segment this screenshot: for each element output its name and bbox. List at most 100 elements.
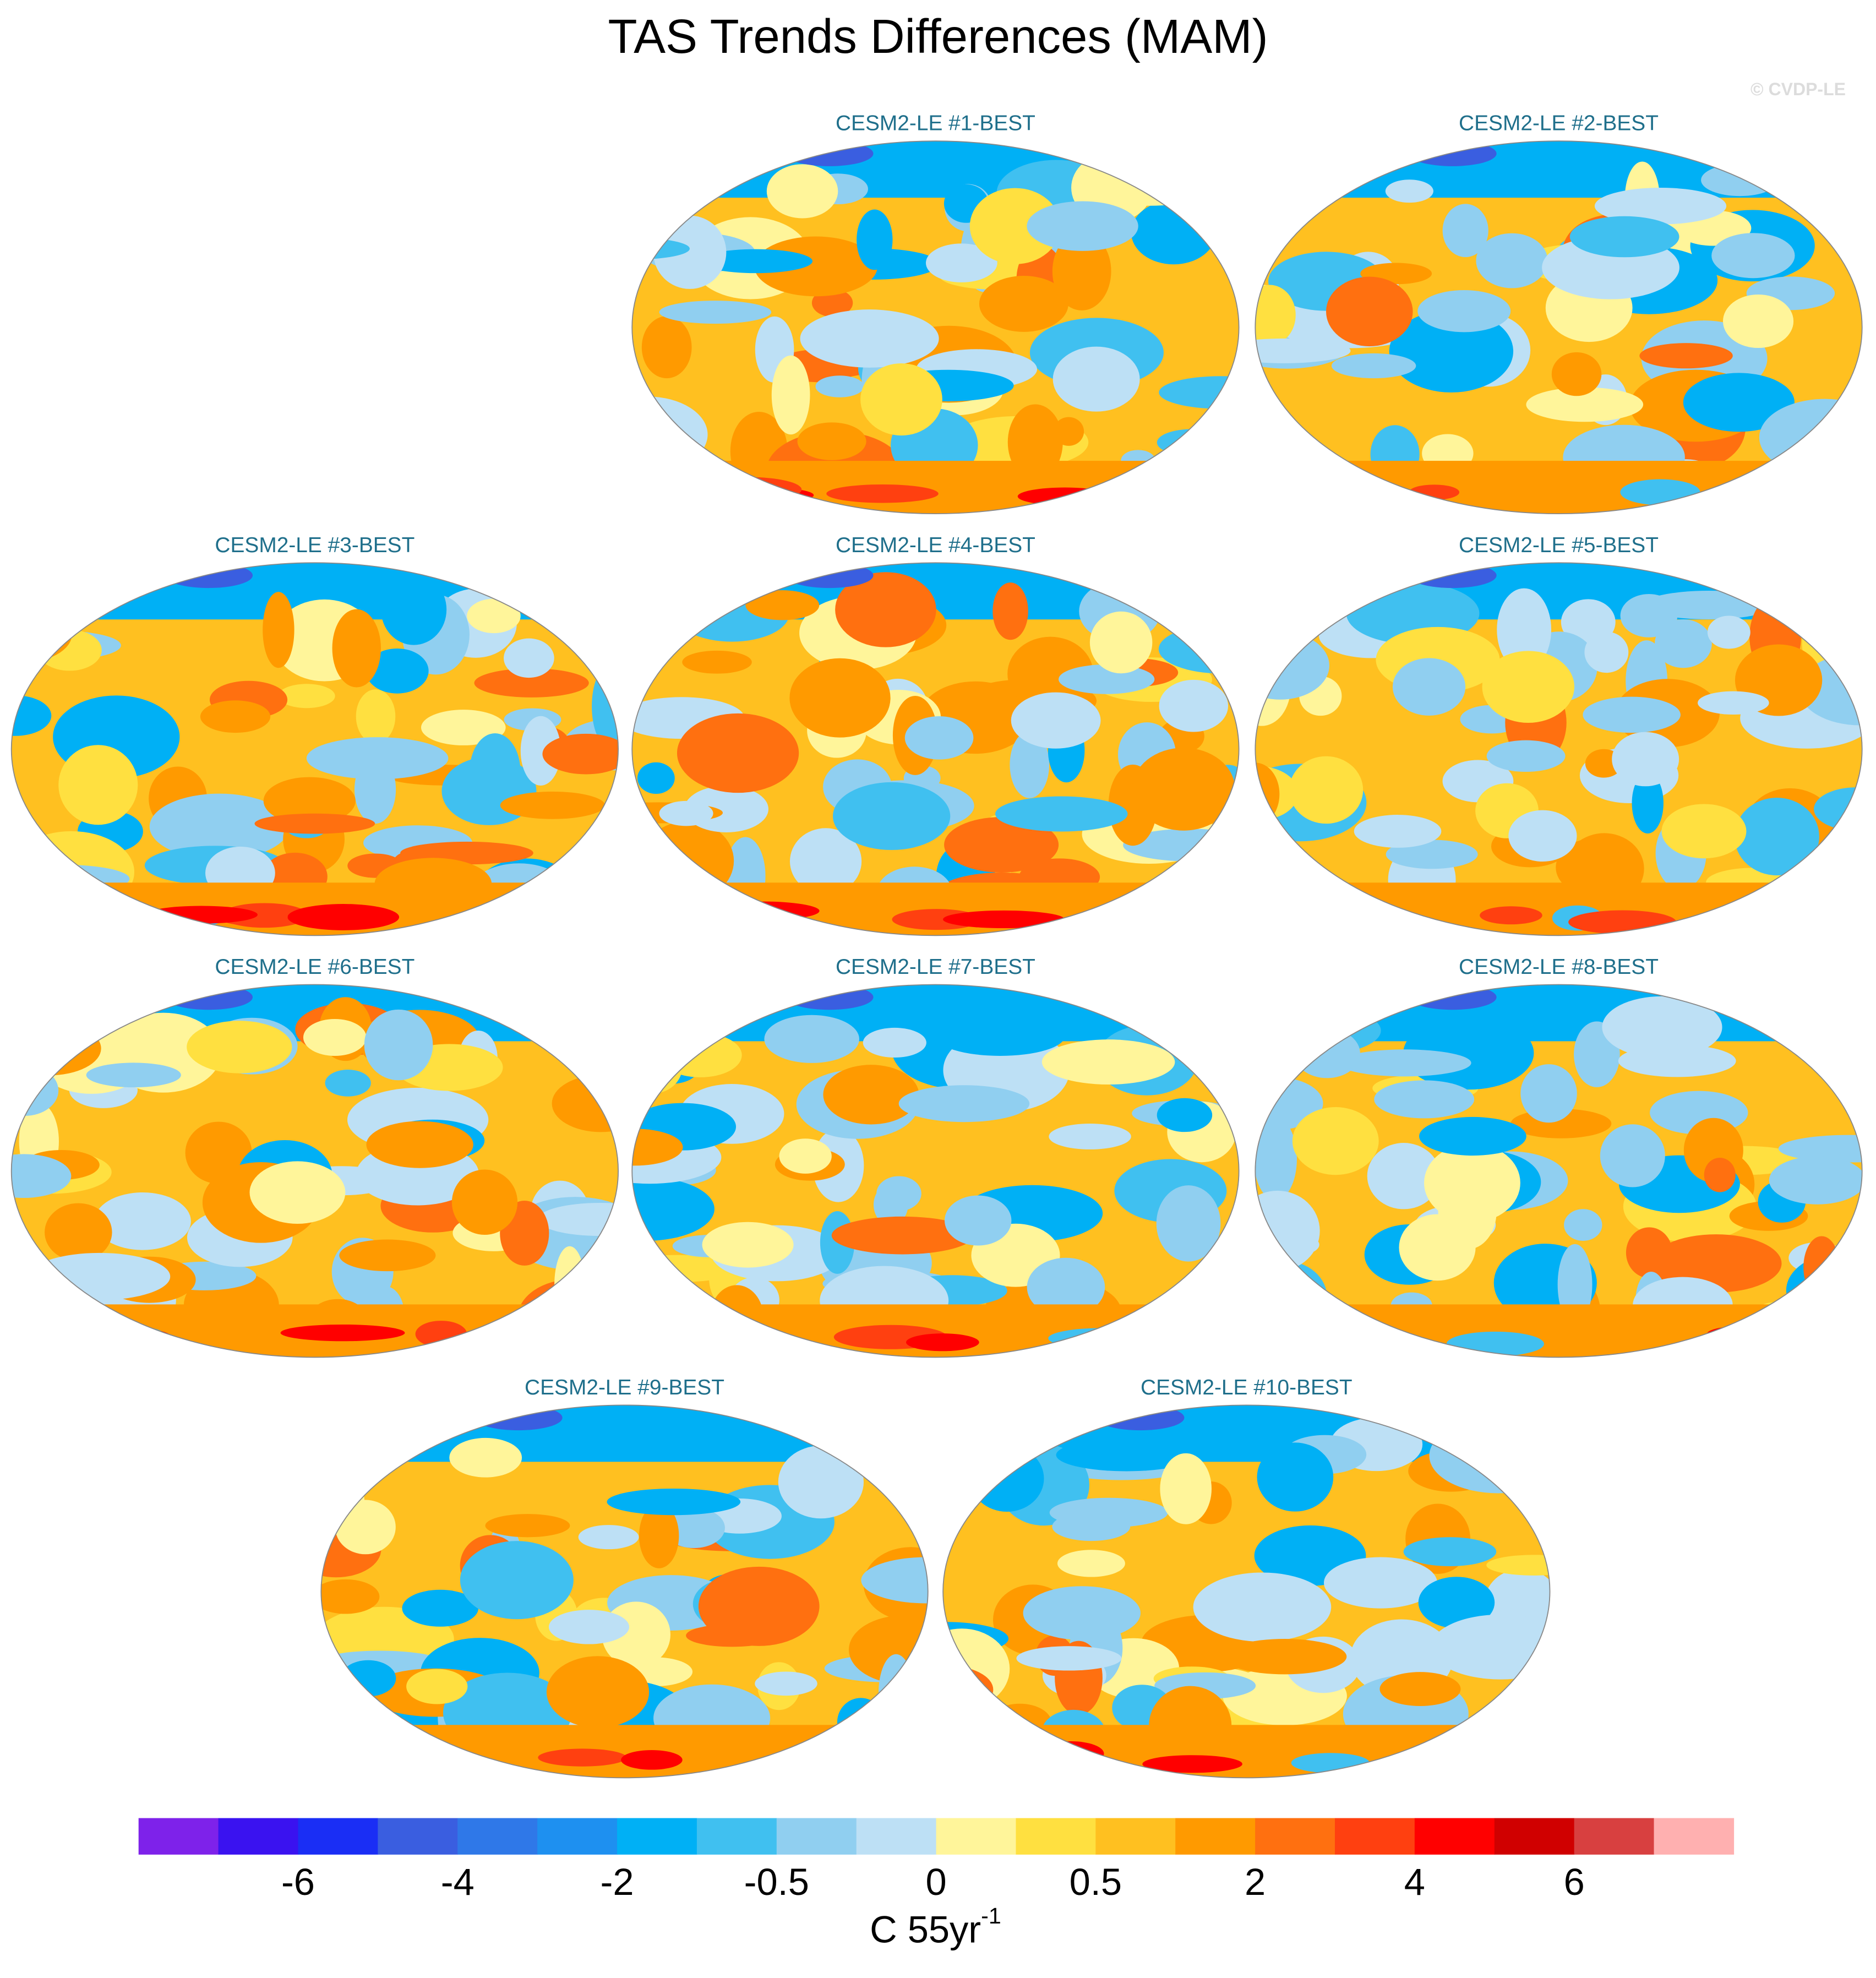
colorbar-tick-label: -0.5: [744, 1861, 809, 1903]
antarctic-band: [943, 1725, 1550, 1778]
map-blob: [1338, 1049, 1471, 1077]
map-blob: [779, 1138, 832, 1174]
map-blob: [451, 1169, 518, 1235]
map-blob: [632, 238, 690, 260]
antarctic-blob: [1089, 1328, 1160, 1345]
map-blob: [1792, 430, 1862, 486]
arctic-blob: [1408, 563, 1497, 589]
map-blob: [1023, 1586, 1141, 1640]
map-blob: [1257, 596, 1328, 642]
map-blob: [1602, 996, 1722, 1059]
antarctic-blob: [943, 910, 1065, 929]
map-blob: [321, 1426, 354, 1479]
antarctic-blob: [621, 1750, 683, 1770]
units-exponent: -1: [981, 1903, 1001, 1928]
map-blob: [520, 716, 561, 786]
map-blob: [1551, 352, 1602, 396]
arctic-band: [321, 1405, 928, 1462]
map-blob: [1158, 624, 1239, 674]
map-blob: [1429, 1418, 1550, 1494]
map-blob: [339, 1239, 436, 1272]
map-blob: [1782, 441, 1862, 499]
map-blob: [1186, 844, 1226, 901]
map-blob: [935, 1016, 1065, 1056]
antarctic-blob: [1568, 910, 1677, 934]
map-blob: [381, 574, 447, 645]
colorbar-tick-label: 4: [1404, 1861, 1425, 1903]
map-blob: [1385, 179, 1433, 203]
map-blob: [677, 713, 799, 793]
colorbar-tick-label: 2: [1245, 1861, 1266, 1903]
panel-title: CESM2-LE #3-BEST: [215, 533, 415, 557]
map-blob: [86, 1062, 181, 1088]
map-blob: [1131, 200, 1217, 265]
map-blob: [1056, 1438, 1197, 1472]
map-blob: [548, 1610, 630, 1644]
map-blob: [1089, 611, 1153, 674]
map-blob: [832, 782, 951, 851]
antarctic-blob: [1768, 1326, 1862, 1348]
map-blob: [1722, 294, 1794, 348]
map-blob: [1600, 1124, 1665, 1187]
colorbar-box: [1654, 1818, 1735, 1855]
arctic-blob: [474, 1405, 563, 1431]
units-base: C 55yr: [870, 1909, 981, 1951]
antarctic-blob: [1781, 902, 1837, 920]
antarctic-blob: [884, 1754, 928, 1775]
map-blob: [1389, 309, 1514, 393]
map-blob: [578, 1525, 639, 1550]
map-blob: [659, 800, 713, 826]
map-blob: [546, 1656, 650, 1728]
map-blob: [860, 363, 942, 436]
map-blob: [1079, 170, 1218, 206]
map-blob: [1016, 1646, 1122, 1671]
map-blob: [485, 1514, 570, 1538]
map-blob: [988, 1703, 1052, 1742]
map-blob: [1354, 815, 1442, 848]
map-blob: [552, 1075, 619, 1132]
map-blob: [1011, 692, 1101, 749]
map-blob: [1486, 740, 1566, 772]
map-blob: [149, 793, 290, 860]
map-blob: [1159, 679, 1229, 732]
map-blob: [699, 249, 813, 274]
map-blob: [1052, 346, 1140, 412]
map-blob: [1618, 1044, 1736, 1077]
map-blob: [632, 396, 708, 473]
map-blob: [1292, 1107, 1379, 1175]
map-blob: [504, 638, 554, 678]
colorbar-box: [138, 1818, 219, 1855]
map-blob: [632, 1177, 715, 1241]
map-blob: [470, 733, 521, 809]
map-blob: [771, 355, 810, 435]
map-blob: [303, 1018, 367, 1056]
map-blob: [1157, 429, 1228, 456]
antarctic-blob: [635, 486, 730, 503]
antarctic-blob: [1760, 486, 1861, 502]
map-blob: [1626, 1227, 1673, 1278]
map-blob: [745, 590, 820, 620]
map-blob: [1778, 1135, 1862, 1163]
map-blob: [542, 733, 619, 775]
map-blob: [1418, 1577, 1495, 1628]
arctic-band: [943, 1405, 1550, 1462]
antarctic-blob: [1480, 906, 1542, 925]
map-blob: [1520, 1064, 1577, 1123]
arctic-blob: [164, 984, 253, 1010]
map-blob: [332, 609, 381, 688]
map-blob: [641, 316, 692, 379]
map-blob: [797, 422, 866, 460]
map-blob: [366, 1121, 473, 1168]
antarctic-blob: [1470, 1743, 1547, 1772]
map-blob: [1698, 691, 1769, 715]
arctic-blob: [1408, 141, 1497, 166]
map-blob: [1612, 732, 1679, 787]
map-blob: [815, 375, 864, 397]
colorbar-box: [457, 1818, 538, 1855]
map-blob: [1255, 762, 1280, 826]
antarctic-blob: [321, 1751, 387, 1774]
colorbar-units: C 55yr-1: [870, 1903, 1001, 1951]
arctic-blob: [1096, 1405, 1185, 1431]
map-blob: [823, 1065, 919, 1125]
